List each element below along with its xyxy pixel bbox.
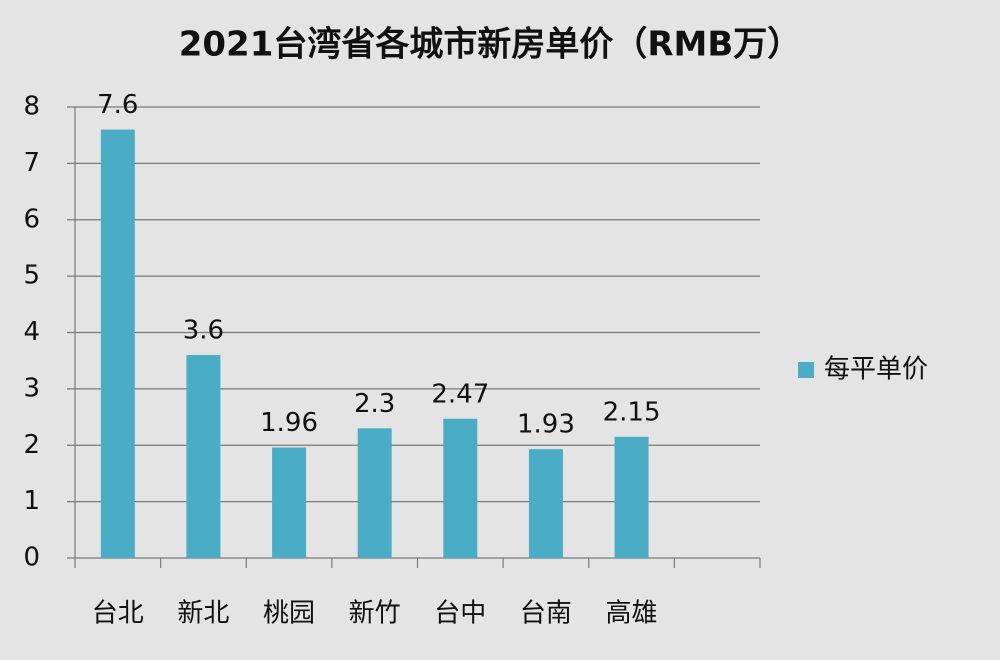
x-tick-label: 高雄 xyxy=(606,599,658,629)
bar xyxy=(272,447,307,558)
y-tick-label: 2 xyxy=(23,430,40,460)
x-tick-label: 桃园 xyxy=(263,599,315,629)
x-tick-label: 台北 xyxy=(92,599,144,629)
y-tick-label: 4 xyxy=(23,317,40,347)
y-tick-label: 7 xyxy=(23,148,40,178)
y-tick-label: 8 xyxy=(23,92,40,122)
x-tick-label: 台南 xyxy=(520,599,572,629)
value-label: 1.96 xyxy=(260,408,318,438)
bar xyxy=(100,129,135,559)
value-label: 2.15 xyxy=(603,397,661,427)
bar xyxy=(186,355,221,558)
legend-label: 每平单价 xyxy=(824,355,928,385)
value-label: 7.6 xyxy=(97,90,138,120)
y-tick-label: 5 xyxy=(23,261,40,291)
bar xyxy=(357,428,392,558)
x-tick-label: 新北 xyxy=(177,599,229,629)
y-tick-label: 3 xyxy=(23,373,40,403)
x-tick-label: 新竹 xyxy=(349,599,401,629)
chart-title: 2021台湾省各城市新房单价（RMB万） xyxy=(179,25,802,65)
legend-swatch xyxy=(798,362,814,378)
bar xyxy=(614,436,649,558)
y-tick-label: 1 xyxy=(23,486,40,516)
bar xyxy=(528,449,563,558)
value-label: 2.3 xyxy=(354,389,395,419)
y-tick-label: 0 xyxy=(23,543,40,573)
x-tick-label: 台中 xyxy=(434,599,486,629)
bar xyxy=(443,418,478,558)
value-label: 1.93 xyxy=(517,410,575,440)
value-label: 3.6 xyxy=(183,316,224,346)
value-label: 2.47 xyxy=(431,379,489,409)
y-tick-label: 6 xyxy=(23,204,40,234)
